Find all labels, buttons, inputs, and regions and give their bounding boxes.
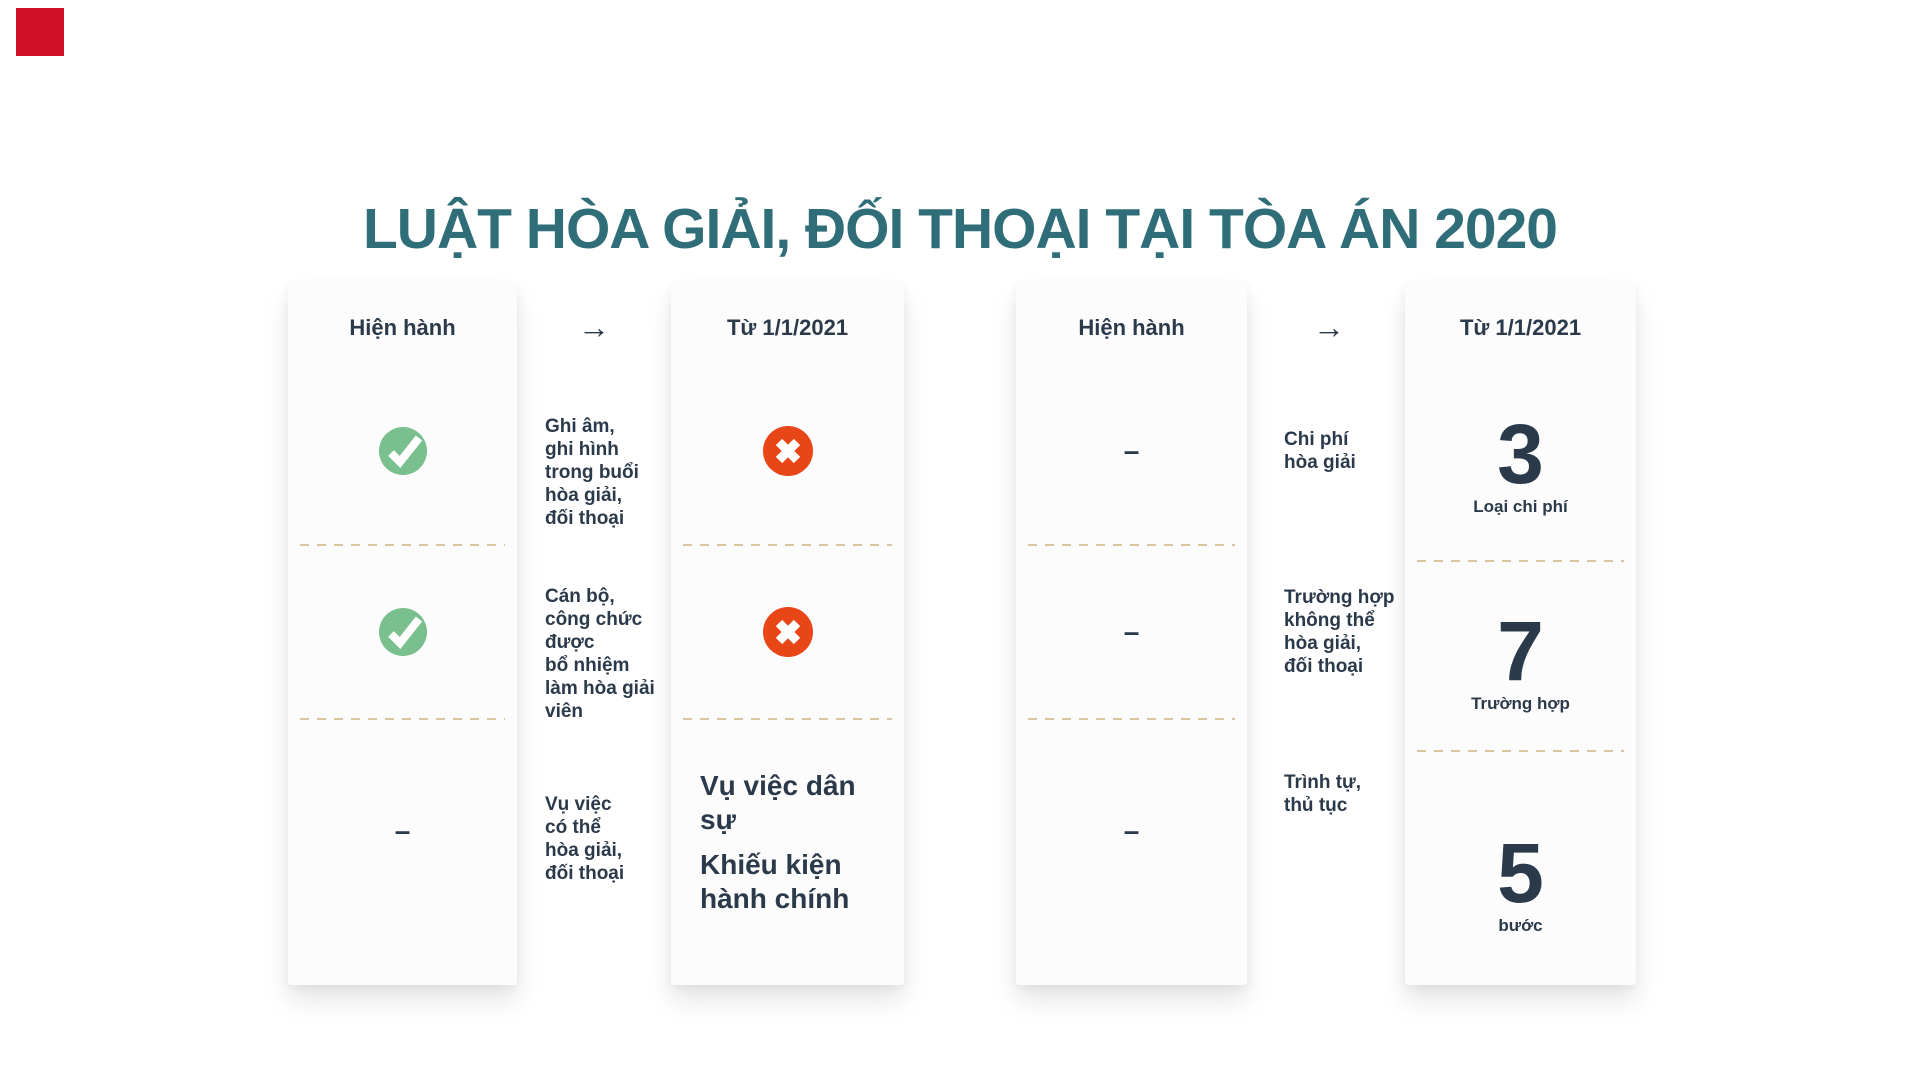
right-table-label-column: → Chi phí hòa giải Trường hợp không thể … <box>1259 283 1399 985</box>
left-table-current-column: Hiện hành – <box>288 283 517 985</box>
result-text-group: Vụ việc dân sự Khiếu kiện hành chính <box>671 718 904 985</box>
row-label: Cán bộ, công chức được bổ nhiệm làm hòa … <box>545 586 655 722</box>
result-stat: 5 bước <box>1405 750 1636 985</box>
stat-caption: Trường hợp <box>1471 694 1570 713</box>
right-current-header: Hiện hành <box>1078 314 1185 340</box>
result-stat: 7 Trường hợp <box>1405 560 1636 751</box>
cross-icon <box>671 356 904 545</box>
stat-caption: Loại chi phí <box>1473 496 1568 516</box>
right-arrow-icon: → <box>1313 309 1345 345</box>
result-item: Vụ việc dân sự <box>700 770 856 835</box>
result-stat: 3 Loại chi phí <box>1405 356 1636 561</box>
left-table-result-column: Từ 1/1/2021 Vụ việc dân sự Khiếu kiện hà… <box>671 283 904 985</box>
dash-placeholder: – <box>1123 434 1140 466</box>
check-icon <box>288 356 517 545</box>
right-arrow-icon: → <box>578 309 610 345</box>
red-corner-square <box>16 8 64 56</box>
cross-icon <box>671 544 904 719</box>
page-title: LUẬT HÒA GIẢI, ĐỐI THOẠI TẠI TÒA ÁN 2020 <box>362 197 1558 261</box>
right-from-header: Từ 1/1/2021 <box>1459 314 1582 340</box>
result-item: Khiếu kiện hành chính <box>700 849 850 914</box>
stat-number: 7 <box>1497 604 1544 698</box>
left-current-header: Hiện hành <box>349 314 456 340</box>
dash-placeholder: – <box>288 718 517 985</box>
dash-placeholder: – <box>1016 718 1247 985</box>
right-table-current-column: Hiện hành – – – <box>1016 283 1247 985</box>
row-label: Ghi âm, ghi hình trong buổi hòa giải, đố… <box>545 416 639 529</box>
row-label: Chi phí hòa giải <box>1284 428 1356 473</box>
stat-number: 3 <box>1497 406 1544 501</box>
row-label: Trường hợp không thể hòa giải, đối thoại <box>1284 587 1395 677</box>
check-icon <box>288 544 517 719</box>
stat-caption: bước <box>1498 916 1543 935</box>
row-label: Trình tự, thủ tục <box>1284 772 1362 816</box>
row-label: Vụ việc có thể hòa giải, đối thoại <box>545 794 625 884</box>
left-from-header: Từ 1/1/2021 <box>726 314 849 340</box>
dash-placeholder: – <box>1016 544 1247 719</box>
right-table-result-column: Từ 1/1/2021 3 Loại chi phí 7 Trường hợp … <box>1405 283 1636 985</box>
stat-number: 5 <box>1497 826 1544 920</box>
left-table-label-column: → Ghi âm, ghi hình trong buổi hòa giải, … <box>527 283 661 985</box>
